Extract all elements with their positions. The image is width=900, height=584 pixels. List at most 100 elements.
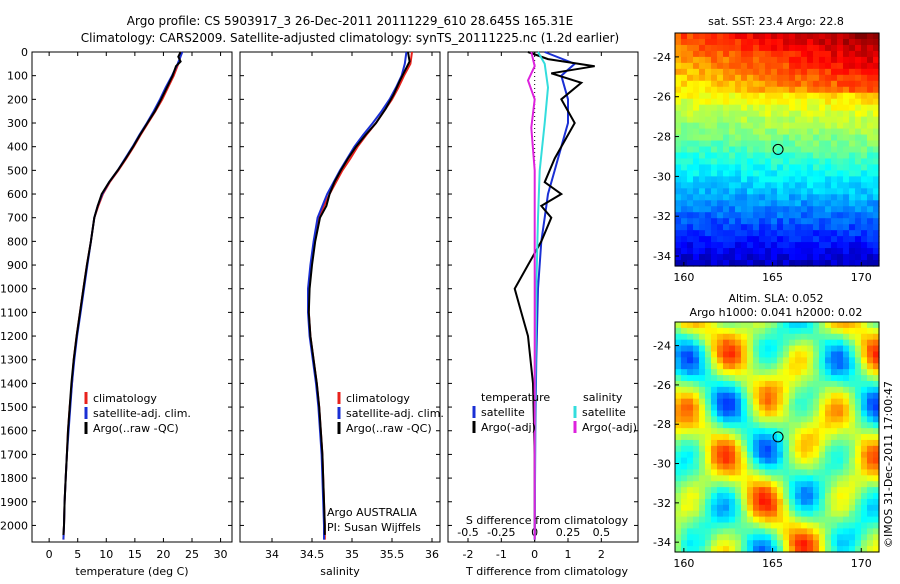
map-cell (801, 68, 808, 76)
map-cell (711, 510, 718, 518)
map-cell (795, 218, 802, 225)
map-cell (819, 80, 826, 88)
map-cell (783, 230, 790, 237)
map-cell (681, 200, 688, 207)
map-cell (681, 242, 688, 249)
map-cell (771, 206, 778, 213)
map-cell (843, 351, 850, 358)
map-cell (837, 248, 844, 255)
map-cell (741, 224, 748, 231)
map-cell (801, 333, 808, 341)
map-cell (807, 357, 814, 364)
map-cell (777, 416, 784, 423)
map-cell (735, 176, 742, 183)
map-cell (729, 351, 736, 358)
map-cell (753, 38, 760, 46)
map-cell (759, 451, 766, 459)
map-cell (867, 44, 874, 52)
map-cell (747, 182, 754, 189)
legend-label-t-argo: Argo(-adj) (481, 421, 536, 434)
map-cell (723, 493, 730, 500)
map-cell (819, 104, 826, 112)
map-cell (855, 398, 862, 406)
map-cell (837, 398, 844, 406)
map-cell (873, 170, 880, 177)
map-cell (861, 188, 868, 195)
map-cell (813, 445, 820, 453)
map-cell (771, 516, 778, 524)
map-cell (687, 236, 694, 243)
map-cell (753, 540, 760, 547)
map-cell (795, 439, 802, 447)
map-cell (753, 498, 760, 506)
map-y-tick-label: -24 (653, 51, 671, 64)
map-cell (699, 375, 706, 382)
map-cell (813, 50, 820, 58)
map-cell (813, 493, 820, 500)
map-cell (765, 528, 772, 535)
map-cell (675, 92, 682, 100)
map-cell (759, 38, 766, 46)
map-cell (837, 327, 844, 335)
map-cell (693, 522, 700, 530)
map-cell (861, 398, 868, 406)
map-cell (693, 463, 700, 471)
map-cell (873, 469, 880, 476)
map-cell (687, 56, 694, 64)
map-cell (807, 56, 814, 64)
map-cell (825, 380, 832, 388)
map-cell (747, 380, 754, 388)
map-cell (819, 504, 826, 512)
map-cell (699, 404, 706, 412)
map-cell (705, 206, 712, 213)
map-cell (717, 375, 724, 382)
map-cell (747, 140, 754, 148)
map-cell (801, 327, 808, 335)
map-cell (783, 392, 790, 400)
map-cell (837, 134, 844, 142)
map-cell (837, 475, 844, 482)
map-cell (855, 224, 862, 231)
map-cell (795, 386, 802, 394)
map-cell (711, 463, 718, 471)
map-cell (795, 398, 802, 406)
map-cell (717, 194, 724, 201)
map-cell (723, 487, 730, 494)
map-cell (741, 351, 748, 358)
map-cell (831, 540, 838, 547)
map-cell (699, 475, 706, 482)
map-cell (777, 224, 784, 231)
map-cell (717, 128, 724, 136)
map-cell (849, 369, 856, 376)
map-cell (795, 206, 802, 213)
map-cell (831, 38, 838, 46)
map-cell (687, 152, 694, 160)
map-cell (837, 104, 844, 112)
map-cell (741, 182, 748, 189)
map-cell (723, 333, 730, 341)
map-cell (843, 98, 850, 106)
map-cell (765, 80, 772, 88)
map-cell (753, 469, 760, 476)
map-cell (855, 110, 862, 118)
map-cell (735, 487, 742, 494)
map-cell (867, 98, 874, 106)
map-cell (729, 254, 736, 261)
map-cell (723, 322, 730, 329)
map-y-tick-label: -32 (653, 497, 671, 510)
map-cell (795, 357, 802, 364)
map-cell (831, 260, 838, 267)
map-cell (693, 164, 700, 172)
map-cell (693, 428, 700, 435)
map-cell (699, 504, 706, 512)
map-cell (699, 398, 706, 406)
map-cell (717, 540, 724, 547)
map-cell (681, 152, 688, 160)
map-cell (753, 451, 760, 459)
map-cell (717, 134, 724, 142)
map-cell (783, 475, 790, 482)
map-cell (699, 116, 706, 124)
map-cell (861, 504, 868, 512)
map-cell (849, 428, 856, 435)
map-cell (795, 375, 802, 382)
